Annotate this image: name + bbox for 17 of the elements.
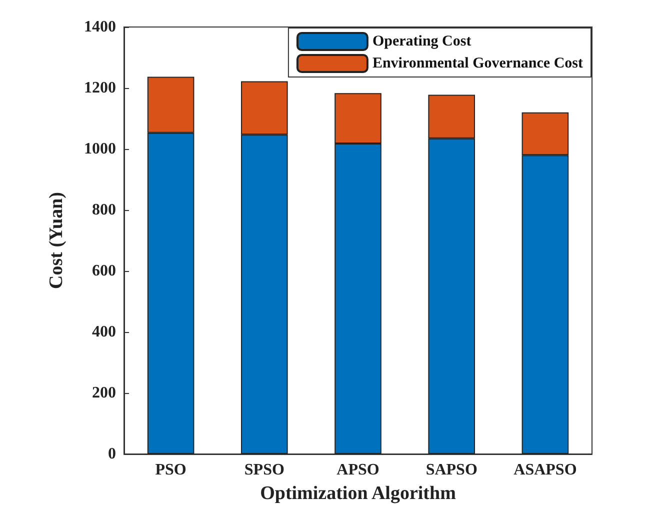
x-tick-label: ASAPSO <box>514 462 577 478</box>
y-tick-label: 600 <box>92 262 116 280</box>
y-tick-label: 1200 <box>84 80 116 96</box>
x-tick-label: SAPSO <box>426 462 478 478</box>
legend-label: Environmental Governance Cost <box>372 56 584 72</box>
y-tick-label: 200 <box>92 384 116 402</box>
legend-label: Operating Cost <box>372 34 472 50</box>
y-tick-label: 800 <box>92 202 116 218</box>
x-tick-label: SPSO <box>244 462 284 478</box>
y-axis-title: Cost (Yuan) <box>46 192 67 289</box>
y-tick-label: 400 <box>92 324 116 340</box>
y-tick-label: 1000 <box>84 140 116 158</box>
x-tick-label: APSO <box>336 462 380 478</box>
y-tick-label: 0 <box>108 446 116 462</box>
x-tick-label: PSO <box>155 462 186 478</box>
y-tick-label: 1400 <box>84 18 116 36</box>
x-axis-title: Optimization Algorithm <box>260 483 456 504</box>
